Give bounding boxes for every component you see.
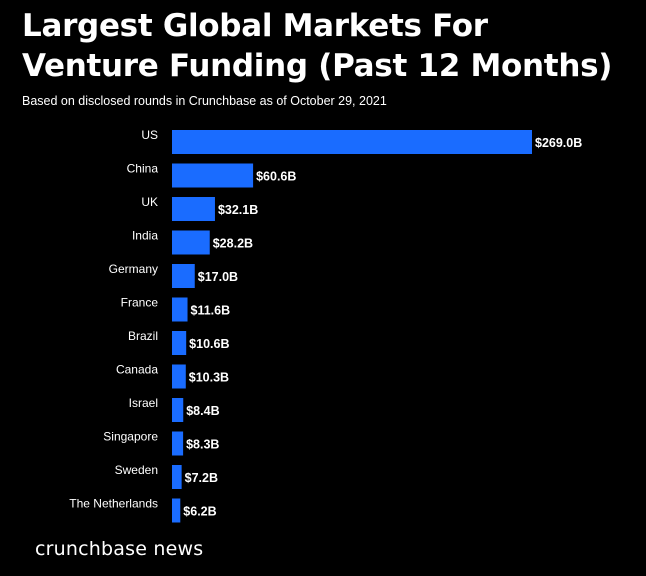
value-label: $10.3B bbox=[189, 371, 229, 385]
category-label: India bbox=[132, 229, 158, 243]
bar bbox=[172, 197, 215, 221]
category-label: France bbox=[121, 296, 159, 310]
category-label: Canada bbox=[116, 363, 158, 377]
category-label: China bbox=[127, 162, 159, 176]
bar bbox=[172, 398, 184, 422]
category-label: Brazil bbox=[128, 329, 158, 343]
bar bbox=[172, 431, 184, 456]
category-label: Sweden bbox=[115, 463, 158, 477]
bar bbox=[172, 364, 186, 389]
bar bbox=[172, 230, 210, 255]
bar bbox=[172, 264, 195, 288]
chart-title: Largest Global Markets For Venture Fundi… bbox=[22, 8, 613, 84]
bar bbox=[172, 297, 188, 322]
value-label: $10.6B bbox=[189, 337, 229, 351]
value-label: $28.2B bbox=[213, 237, 253, 251]
bar bbox=[172, 465, 182, 489]
value-label: $17.0B bbox=[198, 270, 238, 284]
value-label: $8.4B bbox=[186, 404, 219, 418]
category-label: US bbox=[141, 128, 158, 142]
crunchbase-news-logo: crunchbase news bbox=[35, 538, 204, 560]
category-label: UK bbox=[141, 195, 158, 209]
bar-chart: US $269.0B China $60.6B UK $32.1B India $28.2B G… bbox=[69, 128, 582, 523]
value-label: $60.6B bbox=[256, 170, 296, 184]
value-label: $8.3B bbox=[186, 438, 219, 452]
value-label: $6.2B bbox=[183, 505, 216, 519]
value-label: $7.2B bbox=[185, 471, 218, 485]
bar bbox=[172, 130, 532, 154]
value-label: $269.0B bbox=[535, 136, 582, 150]
bar bbox=[172, 163, 254, 188]
value-label: $32.1B bbox=[218, 203, 258, 217]
bar bbox=[172, 331, 187, 355]
category-label: Israel bbox=[129, 396, 158, 410]
bar bbox=[172, 498, 181, 523]
category-label: Germany bbox=[109, 262, 158, 276]
value-label: $11.6B bbox=[191, 304, 231, 318]
category-label: The Netherlands bbox=[69, 497, 158, 511]
chart-subtitle: Based on disclosed rounds in Crunchbase … bbox=[22, 94, 387, 108]
category-label: Singapore bbox=[103, 430, 158, 444]
